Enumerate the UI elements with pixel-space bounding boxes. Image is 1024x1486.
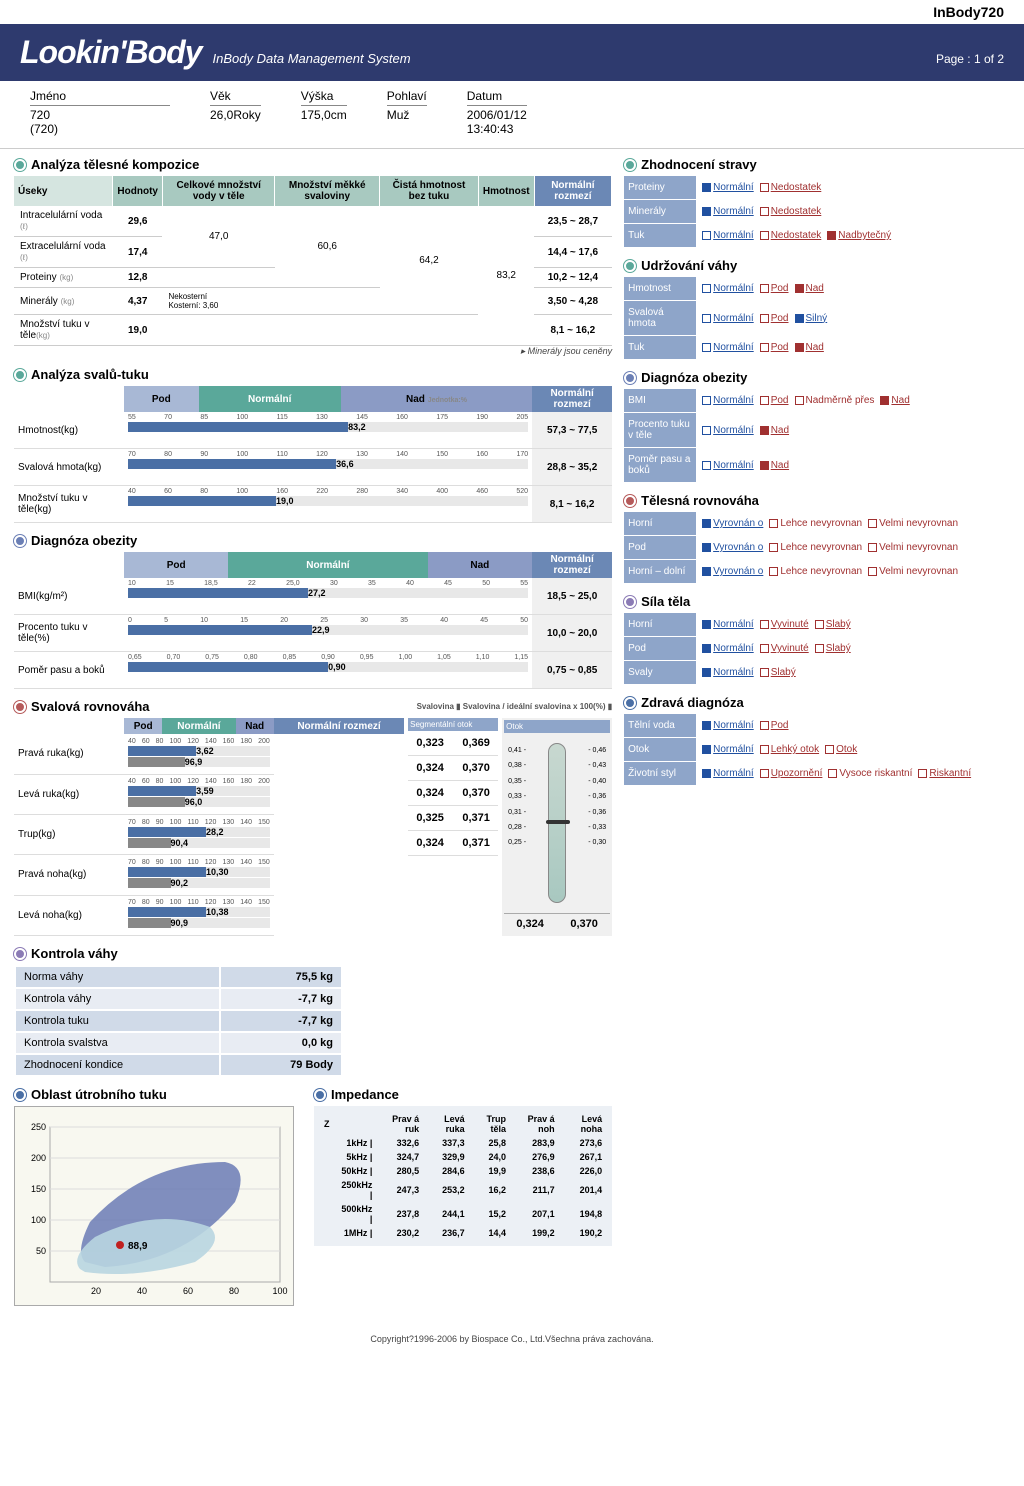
section-body-balance: Tělesná rovnováha HorníVyrovnán oLehce n…: [624, 493, 1010, 584]
header-bar: Lookin'Body InBody Data Management Syste…: [0, 24, 1024, 81]
section-body-strength: Síla těla HorníNormálníVyvinutéSlabýPodN…: [624, 594, 1010, 685]
bullet-icon: [14, 369, 26, 381]
page-indicator: Page : 1 of 2: [936, 52, 1004, 66]
mineral-footnote: ▸ Minerály jsou ceněny: [14, 346, 612, 357]
val-date: 2006/01/12: [467, 108, 527, 122]
diet-rows: ProteinyNormálníNedostatekMinerályNormál…: [624, 176, 1010, 248]
label-height: Výška: [301, 89, 347, 106]
svg-text:200: 200: [31, 1153, 46, 1163]
logo-text: Lookin'Body: [20, 34, 201, 70]
title-obesity: Diagnóza obezity: [31, 533, 137, 548]
bullet-icon: [314, 1089, 326, 1101]
body-balance-rows: HorníVyrovnán oLehce nevyrovnanVelmi nev…: [624, 512, 1010, 584]
segment-edema-table: Segmentální otok0,3230,3690,3240,3700,32…: [408, 718, 498, 936]
val-age: 26,0Roky: [210, 108, 261, 122]
val-name: 720: [30, 108, 170, 122]
svg-text:250: 250: [31, 1122, 46, 1132]
bullet-icon: [14, 948, 26, 960]
obesity-table: PodNormálníNad Normální rozmezíBMI(kg/m²…: [14, 552, 612, 689]
muscle-balance-legend: Svalovina ▮ Svalovina / ideální svalovin…: [417, 702, 613, 711]
bullet-icon: [624, 159, 636, 171]
label-sex: Pohlaví: [387, 89, 427, 106]
edema-gauge: Otok0,41 -0,38 -0,35 -0,33 -0,31 -0,28 -…: [502, 718, 612, 936]
section-weight-maint: Udržování váhy HmotnostNormálníPodNadSva…: [624, 258, 1010, 360]
visceral-chart: 50 100 150 200 250 20 40 60 80 100 88,9: [14, 1106, 294, 1306]
val-height: 175,0cm: [301, 108, 347, 122]
title-body-comp: Analýza tělesné kompozice: [31, 157, 199, 172]
patient-info: Jméno 720 (720) Věk 26,0Roky Výška 175,0cm…: [0, 81, 1024, 149]
title-obesity-dx: Diagnóza obezity: [641, 370, 747, 385]
title-impedance: Impedance: [331, 1087, 399, 1102]
section-muscle-balance: Svalová rovnováha Svalovina ▮ Svalovina …: [14, 699, 612, 936]
svg-text:60: 60: [183, 1286, 193, 1296]
label-age: Věk: [210, 89, 261, 106]
impedance-table: ZPrav á rukLevá rukaTrup tělaPrav á nohL…: [320, 1112, 606, 1240]
bullet-icon: [624, 697, 636, 709]
body-comp-table: ÚsekyHodnotyCelkové množství vody v těle…: [14, 176, 612, 346]
label-name: Jméno: [30, 89, 170, 106]
section-muscle-fat: Analýza svalů-tuku PodNormálníNad Jednot…: [14, 367, 612, 523]
svg-text:150: 150: [31, 1184, 46, 1194]
svg-text:40: 40: [137, 1286, 147, 1296]
bullet-icon: [624, 260, 636, 272]
bullet-icon: [14, 701, 26, 713]
obesity-dx-rows: BMINormálníPodNadměrně přesNadProcento t…: [624, 389, 1010, 483]
title-weight-maint: Udržování váhy: [641, 258, 737, 273]
svg-text:100: 100: [31, 1215, 46, 1225]
section-obesity: Diagnóza obezity PodNormálníNad Normální…: [14, 533, 612, 689]
title-diet: Zhodnocení stravy: [641, 157, 757, 172]
title-muscle-fat: Analýza svalů-tuku: [31, 367, 149, 382]
section-weight-control: Kontrola váhy Norma váhy75,5 kgKontrola …: [14, 946, 343, 1077]
svg-text:20: 20: [91, 1286, 101, 1296]
title-body-strength: Síla těla: [641, 594, 690, 609]
health-dx-rows: Tělní vodaNormálníPodOtokNormálníLehký o…: [624, 714, 1010, 786]
svg-text:50: 50: [36, 1246, 46, 1256]
body-strength-rows: HorníNormálníVyvinutéSlabýPodNormálníVyv…: [624, 613, 1010, 685]
title-health-dx: Zdravá diagnóza: [641, 695, 744, 710]
title-weight-control: Kontrola váhy: [31, 946, 118, 961]
title-body-balance: Tělesná rovnováha: [641, 493, 759, 508]
logo-subtitle: InBody Data Management System: [213, 51, 411, 66]
title-muscle-balance: Svalová rovnováha: [31, 699, 150, 714]
muscle-fat-table: PodNormálníNad Jednotka:%Normální rozmez…: [14, 386, 612, 523]
section-health-dx: Zdravá diagnóza Tělní vodaNormálníPodOto…: [624, 695, 1010, 786]
device-label: InBody720: [0, 0, 1024, 24]
label-date: Datum: [467, 89, 527, 106]
svg-text:88,9: 88,9: [128, 1241, 148, 1252]
section-diet: Zhodnocení stravy ProteinyNormálníNedost…: [624, 157, 1010, 248]
muscle-balance-table: PodNormálníNad Normální rozmezíPravá ruk…: [14, 718, 404, 936]
bullet-icon: [14, 159, 26, 171]
section-visceral: Oblast útrobního tuku 50 100 150 200 250 20 40…: [14, 1087, 294, 1306]
bullet-icon: [14, 535, 26, 547]
bullet-icon: [624, 495, 636, 507]
section-impedance: Impedance ZPrav á rukLevá rukaTrup tělaP…: [314, 1087, 612, 1306]
bullet-icon: [624, 372, 636, 384]
val-time: 13:40:43: [467, 122, 527, 136]
bullet-icon: [14, 1089, 26, 1101]
title-visceral: Oblast útrobního tuku: [31, 1087, 167, 1102]
section-obesity-dx: Diagnóza obezity BMINormálníPodNadměrně …: [624, 370, 1010, 483]
val-name2: (720): [30, 122, 170, 136]
weight-control-table: Norma váhy75,5 kgKontrola váhy-7,7 kgKon…: [14, 965, 343, 1077]
val-sex: Muž: [387, 108, 427, 122]
svg-text:100: 100: [272, 1286, 287, 1296]
bullet-icon: [624, 596, 636, 608]
svg-text:80: 80: [229, 1286, 239, 1296]
weight-maint-rows: HmotnostNormálníPodNadSvalová hmotaNormá…: [624, 277, 1010, 360]
section-body-composition: Analýza tělesné kompozice ÚsekyHodnotyCe…: [14, 157, 612, 357]
copyright: Copyright?1996-2006 by Biospace Co., Ltd…: [0, 1324, 1024, 1354]
